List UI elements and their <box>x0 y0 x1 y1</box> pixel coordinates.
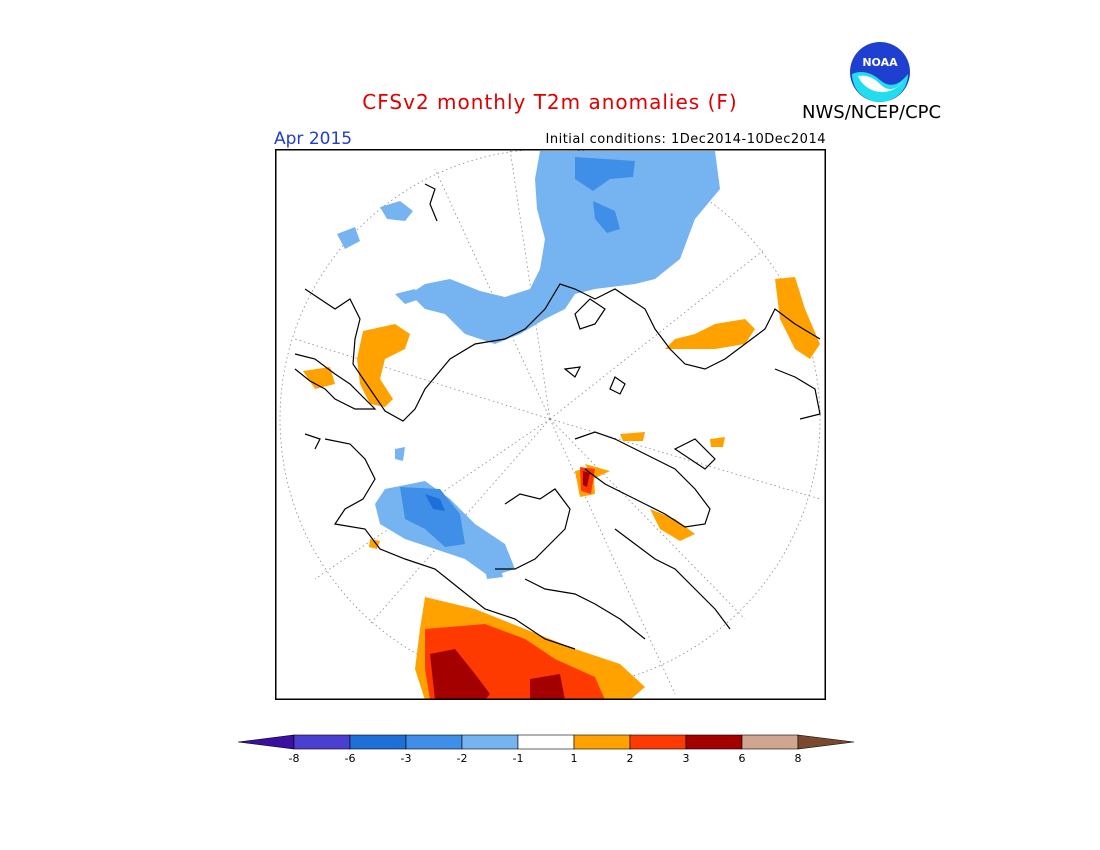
legend-tick-label: -1 <box>512 752 524 765</box>
legend-swatch <box>349 734 407 750</box>
legend-tick-label: 1 <box>570 752 578 765</box>
legend-tick-label: -6 <box>344 752 356 765</box>
legend-tick-label: 3 <box>682 752 690 765</box>
legend-swatch <box>797 734 855 750</box>
legend-tick-label: 8 <box>794 752 802 765</box>
legend-tick-label: -2 <box>456 752 468 765</box>
color-legend-bar <box>238 734 855 750</box>
logo-text: NOAA <box>862 56 898 69</box>
map-title: CFSv2 monthly T2m anomalies (F) <box>362 90 738 114</box>
legend-tick-label: 2 <box>626 752 634 765</box>
agency-label: NWS/NCEP/CPC <box>802 102 942 123</box>
polar-anomaly-map <box>275 149 826 700</box>
legend-tick-label: -8 <box>288 752 300 765</box>
warm-anomaly-regions <box>303 277 820 699</box>
noaa-logo-icon: NOAA <box>850 42 910 102</box>
legend-swatch <box>741 734 799 750</box>
legend-tick-label: 6 <box>738 752 746 765</box>
valid-month-label: Apr 2015 <box>274 129 353 149</box>
coastlines <box>294 183 821 650</box>
legend-swatch <box>293 734 351 750</box>
map-border <box>275 149 826 700</box>
legend-swatch <box>573 734 631 750</box>
legend-swatch <box>629 734 687 750</box>
legend-swatch <box>238 734 295 750</box>
legend-tick-label: -3 <box>400 752 412 765</box>
cold-anomaly-regions <box>337 151 720 579</box>
legend-swatch <box>685 734 743 750</box>
initial-conditions-label: Initial conditions: 1Dec2014-10Dec2014 <box>545 132 826 147</box>
legend-swatch <box>461 734 519 750</box>
legend-swatch <box>517 734 575 750</box>
legend-swatch <box>405 734 463 750</box>
